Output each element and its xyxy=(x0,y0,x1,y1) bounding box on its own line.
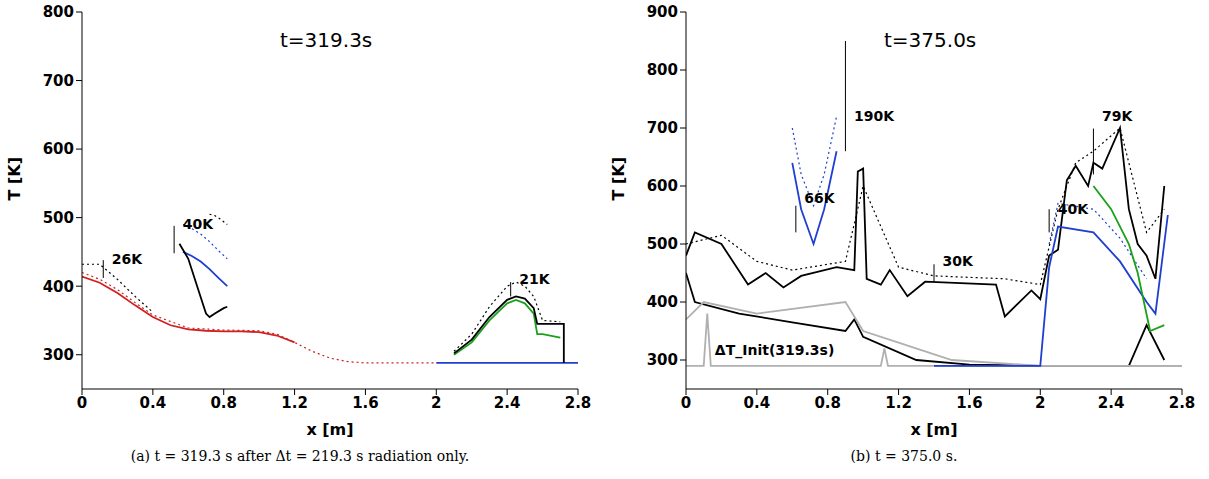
svg-text:700: 700 xyxy=(647,119,678,137)
svg-text:2.4: 2.4 xyxy=(494,394,521,412)
svg-text:x [m]: x [m] xyxy=(306,420,353,439)
svg-text:79K: 79K xyxy=(1102,108,1133,124)
svg-text:500: 500 xyxy=(43,209,74,227)
svg-text:300: 300 xyxy=(647,351,678,369)
svg-text:1.2: 1.2 xyxy=(885,394,912,412)
svg-text:2: 2 xyxy=(1035,394,1045,412)
svg-text:0.4: 0.4 xyxy=(140,394,167,412)
svg-text:2.8: 2.8 xyxy=(1169,394,1196,412)
svg-text:400: 400 xyxy=(647,293,678,311)
svg-text:0.4: 0.4 xyxy=(744,394,771,412)
svg-text:2: 2 xyxy=(431,394,441,412)
html-text:t=375.0s: t=375.0s xyxy=(884,28,977,52)
html-text:(a) t = 319.3 s after Δt = 219: (a) t = 319.3 s after Δt = 219.3 s radia… xyxy=(130,448,470,464)
svg-text:700: 700 xyxy=(43,72,74,90)
svg-text:2.8: 2.8 xyxy=(565,394,592,412)
svg-text:2.4: 2.4 xyxy=(1098,394,1125,412)
svg-text:1.2: 1.2 xyxy=(281,394,308,412)
svg-text:800: 800 xyxy=(647,61,678,79)
svg-text:500: 500 xyxy=(647,235,678,253)
html-text:(b) t = 375.0 s.: (b) t = 375.0 s. xyxy=(850,448,958,464)
svg-text:26K: 26K xyxy=(112,251,143,267)
svg-text:300: 300 xyxy=(43,346,74,364)
svg-text:400: 400 xyxy=(43,278,74,296)
svg-text:0: 0 xyxy=(681,394,691,412)
svg-text:800: 800 xyxy=(43,3,74,21)
svg-text:30K: 30K xyxy=(943,253,974,269)
svg-text:T [K]: T [K] xyxy=(609,157,628,201)
svg-text:T [K]: T [K] xyxy=(5,157,24,201)
svg-text:600: 600 xyxy=(43,140,74,158)
svg-text:1.6: 1.6 xyxy=(352,394,379,412)
svg-text:0.8: 0.8 xyxy=(210,394,237,412)
svg-text:0.8: 0.8 xyxy=(814,394,841,412)
svg-text:40K: 40K xyxy=(183,216,214,232)
svg-text:0: 0 xyxy=(77,394,87,412)
svg-text:600: 600 xyxy=(647,177,678,195)
svg-text:ΔT_Init(319.3s): ΔT_Init(319.3s) xyxy=(715,342,834,359)
svg-text:21K: 21K xyxy=(519,271,550,287)
svg-text:1.6: 1.6 xyxy=(956,394,983,412)
svg-text:66K: 66K xyxy=(804,190,835,206)
svg-text:900: 900 xyxy=(647,3,678,21)
html-text:t=319.3s: t=319.3s xyxy=(280,28,373,52)
svg-text:40K: 40K xyxy=(1058,201,1089,217)
svg-text:x [m]: x [m] xyxy=(910,420,957,439)
svg-text:190K: 190K xyxy=(854,108,895,124)
